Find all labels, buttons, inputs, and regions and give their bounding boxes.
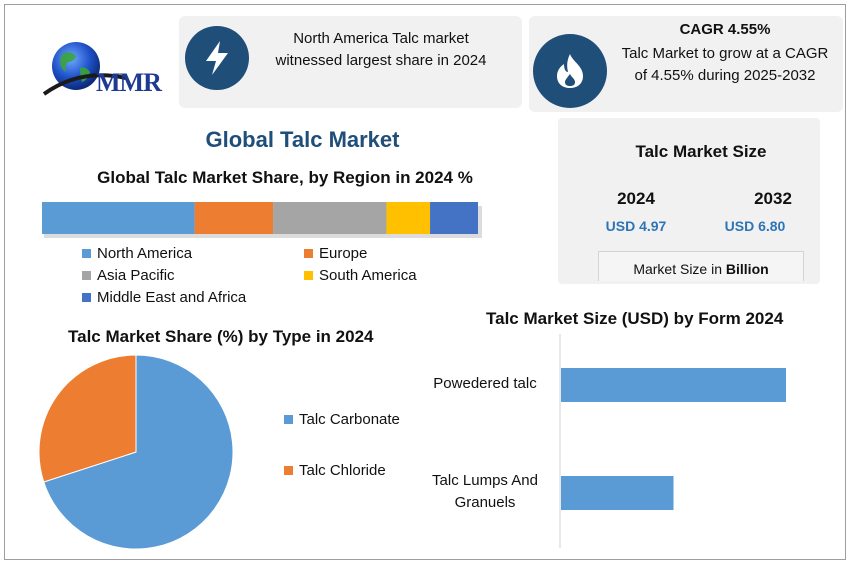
region-legend-item-middle-east-and-africa: Middle East and Africa — [82, 289, 246, 306]
market-size-year-2024: 2024 — [617, 189, 655, 208]
legend-swatch — [304, 271, 313, 280]
region-bar-segment-europe — [194, 202, 274, 234]
page-title: Global Talc Market — [205, 127, 400, 152]
legend-label: North America — [97, 245, 193, 262]
form-category-label-line: Granuels — [454, 494, 516, 511]
legend-label: Europe — [319, 245, 368, 262]
legend-swatch — [82, 249, 91, 258]
market-size-unit-prefix: Market Size in — [633, 261, 726, 277]
legend-swatch — [82, 293, 91, 302]
infographic-frame — [4, 4, 846, 560]
legend-label: Talc Carbonate — [299, 411, 400, 428]
pie-slice-talc-carbonate — [43, 354, 234, 550]
legend-label: South America — [319, 267, 417, 284]
legend-swatch — [304, 249, 313, 258]
legend-label: Talc Chloride — [299, 462, 386, 479]
form-bar-powedered-talc — [561, 368, 786, 402]
type-legend-item-talc-carbonate: Talc Carbonate — [284, 411, 400, 428]
market-size-title: Talc Market Size — [635, 142, 767, 161]
region-bar-segment-middle-east-and-africa — [430, 202, 478, 234]
form-category-label-line: Powedered talc — [433, 375, 537, 392]
lightning-icon — [185, 26, 249, 90]
region-legend-item-asia-pacific: Asia Pacific — [82, 267, 175, 284]
region-legend-item-europe: Europe — [304, 245, 367, 262]
region-bar-segment-asia-pacific — [273, 202, 387, 234]
market-size-unit: Billion — [725, 261, 769, 277]
form-category-label-powedered-talc: Powedered talc — [400, 373, 570, 395]
market-size-value-2024: USD 4.97 — [605, 218, 667, 234]
type-pie-chart — [38, 354, 234, 550]
cagr-title: CAGR 4.55% — [679, 21, 771, 38]
legend-swatch — [284, 466, 293, 475]
form-category-label-line: Talc Lumps And — [432, 472, 538, 489]
region-legend-item-south-america: South America — [304, 267, 417, 284]
flame-icon — [533, 34, 607, 108]
form-chart-title: Talc Market Size (USD) by Form 2024 — [486, 309, 784, 328]
type-chart-title: Talc Market Share (%) by Type in 2024 — [68, 327, 374, 346]
cagr-text: Talc Market to grow at a CAGR of 4.55% d… — [621, 45, 829, 84]
globe-icon — [42, 42, 127, 96]
legend-swatch — [82, 271, 91, 280]
market-size-unit-box: Market Size in Billion — [598, 251, 804, 281]
legend-label: Asia Pacific — [97, 267, 175, 284]
region-legend-item-north-america: North America — [82, 245, 192, 262]
legend-label: Middle East and Africa — [97, 289, 247, 306]
brand-logo: MMR — [40, 38, 180, 104]
region-chart-title: Global Talc Market Share, by Region in 2… — [97, 168, 473, 187]
logo-text: MMR — [96, 68, 162, 97]
region-stacked-bar — [42, 202, 482, 238]
region-bar-segment-north-america — [42, 202, 195, 234]
form-category-label-talc-lumps-and-granuels: Talc Lumps And Granuels — [400, 470, 570, 514]
form-bar-talc-lumps-and-granuels — [561, 476, 674, 510]
type-legend-item-talc-chloride: Talc Chloride — [284, 462, 386, 479]
region-bar-segment-south-america — [386, 202, 431, 234]
market-size-year-2032: 2032 — [754, 189, 792, 208]
market-size-value-2032: USD 6.80 — [724, 218, 786, 234]
pie-slice-talc-chloride — [38, 354, 137, 483]
legend-swatch — [284, 415, 293, 424]
region-highlight-text: North America Talc market witnessed larg… — [275, 30, 487, 69]
form-bar-chart — [559, 334, 786, 548]
